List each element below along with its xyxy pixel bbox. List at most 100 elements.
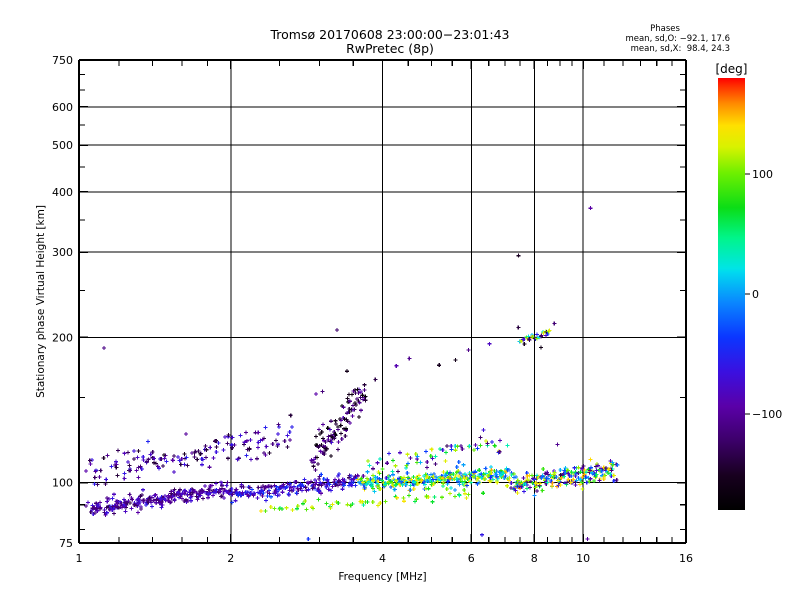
data-point [313,478,318,483]
data-point [265,494,270,499]
y-tick-label: 400 [52,186,73,199]
data-point [458,476,463,481]
data-point [533,481,538,486]
data-point [489,465,494,470]
data-point [509,480,514,485]
data-point [104,495,109,500]
data-point [247,485,252,490]
data-point [527,485,532,490]
data-point [503,473,508,478]
data-point [440,476,445,481]
data-point [367,463,372,468]
data-point [403,465,408,470]
data-point [168,499,173,504]
data-point [475,477,480,482]
data-point [263,425,268,430]
data-point [328,453,333,458]
data-point [340,477,345,482]
data-point [288,413,293,418]
data-point [590,470,595,475]
data-point [261,490,266,495]
data-point [122,471,127,476]
y-axis-label: Stationary phase Virtual Height [km] [35,205,47,398]
data-point [92,510,97,515]
data-point [415,481,420,486]
data-point [178,487,183,492]
data-point [125,460,130,465]
data-point [460,447,465,452]
data-point [252,491,257,496]
data-point [443,477,448,482]
data-point [370,499,375,504]
data-point [545,480,550,485]
data-point [281,482,286,487]
data-point [316,462,321,467]
data-point [300,501,305,506]
data-point [141,487,146,492]
data-point [243,489,248,494]
data-point [198,451,203,456]
data-point [333,418,338,423]
data-point [216,440,221,445]
data-point [330,502,335,507]
data-point [397,450,402,455]
data-point [385,461,390,466]
data-point [466,348,471,353]
data-point [405,461,410,466]
data-point [169,495,174,500]
x-tick-label: 2 [227,552,234,565]
data-point [154,461,159,466]
data-point [580,475,585,480]
data-point [611,473,616,478]
data-point [408,483,413,488]
data-point [156,498,161,503]
data-point [454,470,459,475]
data-point [475,446,480,451]
data-point [272,506,277,511]
data-point [230,492,235,497]
data-point [146,497,151,502]
data-point [304,507,309,512]
data-point [556,478,561,483]
data-point [441,481,446,486]
data-point [610,460,615,465]
data-point [363,398,368,403]
data-point [327,482,332,487]
data-point [370,478,375,483]
data-point [335,427,340,432]
data-point [322,449,327,454]
data-point [233,498,238,503]
data-point [188,487,193,492]
data-point [601,474,606,479]
data-point [432,472,437,477]
data-point [330,484,335,489]
data-point [497,470,502,475]
data-point [141,457,146,462]
data-point [535,332,540,337]
data-point [203,455,208,460]
data-point [135,455,140,460]
data-point [555,442,560,447]
data-point [336,447,341,452]
data-point [310,486,315,491]
data-point [484,471,489,476]
data-point [176,490,181,495]
data-point [342,417,347,422]
data-point [111,511,116,516]
data-point [425,465,430,470]
colorbar-gradient [718,78,745,510]
data-point [527,337,532,342]
data-point [209,483,214,488]
data-point [494,474,499,479]
data-point [149,499,154,504]
data-point [107,497,112,502]
data-point [505,483,510,488]
data-point [234,490,239,495]
data-point [453,488,458,493]
data-point [352,401,357,406]
data-point [374,481,379,486]
data-point [502,476,507,481]
data-point [319,483,324,488]
data-point [475,481,480,486]
data-point [103,481,108,486]
